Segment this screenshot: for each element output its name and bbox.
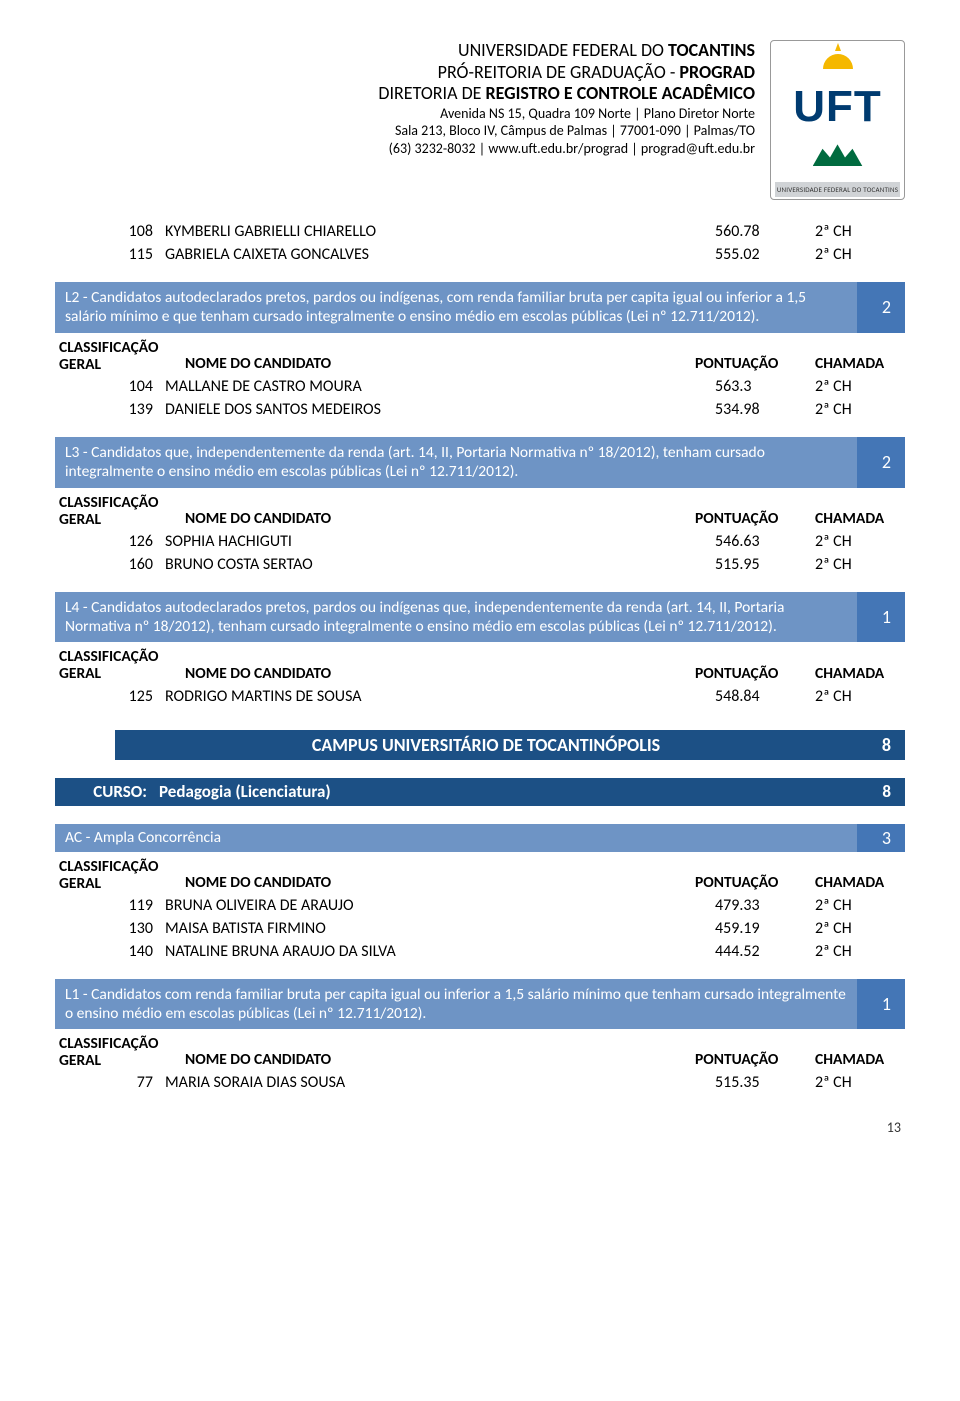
score: 563.3	[715, 377, 815, 396]
column-header: CLASSIFICAÇÃOGERAL NOME DO CANDIDATO PON…	[55, 490, 905, 530]
candidate-name: MAISA BATISTA FIRMINO	[165, 919, 715, 938]
score: 534.98	[715, 400, 815, 419]
logo-caption: UNIVERSIDADE FEDERAL DO TOCANTINS	[775, 182, 900, 197]
ac-category-bar: AC - Ampla Concorrência 3	[55, 824, 905, 852]
candidate-row: 119 BRUNA OLIVEIRA DE ARAUJO 479.33 2ª C…	[55, 894, 905, 917]
call: 2ª CH	[815, 555, 905, 574]
sun-icon	[810, 47, 865, 69]
campus-bar: CAMPUS UNIVERSITÁRIO DE TOCANTINÓPOLIS 8	[55, 730, 905, 760]
category-count: 2	[857, 437, 905, 488]
column-header: CLASSIFICAÇÃOGERAL NOME DO CANDIDATO PON…	[55, 1031, 905, 1071]
call: 2ª CH	[815, 1073, 905, 1092]
page-number: 13	[55, 1119, 905, 1136]
column-header: CLASSIFICAÇÃOGERAL NOME DO CANDIDATO PON…	[55, 335, 905, 375]
candidate-row: 130 MAISA BATISTA FIRMINO 459.19 2ª CH	[55, 917, 905, 940]
candidate-name: GABRIELA CAIXETA GONCALVES	[165, 245, 715, 264]
uft-logo: UFT UNIVERSIDADE FEDERAL DO TOCANTINS	[770, 40, 905, 200]
l1-count: 1	[857, 979, 905, 1030]
candidate-name: BRUNO COSTA SERTAO	[165, 555, 715, 574]
candidate-name: SOPHIA HACHIGUTI	[165, 532, 715, 551]
curso-count: 8	[857, 778, 905, 806]
score: 555.02	[715, 245, 815, 264]
call: 2ª CH	[815, 222, 905, 241]
top-rows-list: 108 KYMBERLI GABRIELLI CHIARELLO 560.78 …	[55, 220, 905, 266]
score: 548.84	[715, 687, 815, 706]
candidate-name: BRUNA OLIVEIRA DE ARAUJO	[165, 896, 715, 915]
ac-label: AC - Ampla Concorrência	[55, 824, 857, 852]
candidate-name: MALLANE DE CASTRO MOURA	[165, 377, 715, 396]
curso-label: CURSO:	[55, 778, 155, 806]
candidate-row: 77 MARIA SORAIA DIAS SOUSA 515.35 2ª CH	[55, 1071, 905, 1094]
score: 515.35	[715, 1073, 815, 1092]
rank: 140	[55, 942, 165, 961]
candidate-row: 160 BRUNO COSTA SERTAO 515.95 2ª CH	[55, 553, 905, 576]
call: 2ª CH	[815, 896, 905, 915]
rank: 125	[55, 687, 165, 706]
candidate-name: RODRIGO MARTINS DE SOUSA	[165, 687, 715, 706]
rank: 108	[55, 222, 165, 241]
candidate-row: 126 SOPHIA HACHIGUTI 546.63 2ª CH	[55, 530, 905, 553]
candidate-row: 104 MALLANE DE CASTRO MOURA 563.3 2ª CH	[55, 375, 905, 398]
rank: 130	[55, 919, 165, 938]
candidate-name: NATALINE BRUNA ARAUJO DA SILVA	[165, 942, 715, 961]
institution-text: UNIVERSIDADE FEDERAL DO TOCANTINS PRÓ-RE…	[55, 40, 755, 200]
candidate-row: 140 NATALINE BRUNA ARAUJO DA SILVA 444.5…	[55, 940, 905, 963]
l1-rows-list: 77 MARIA SORAIA DIAS SOUSA 515.35 2ª CH	[55, 1071, 905, 1094]
category-bar: L3 - Candidatos que, independentemente d…	[55, 437, 905, 488]
category-count: 1	[857, 592, 905, 643]
campus-title: CAMPUS UNIVERSITÁRIO DE TOCANTINÓPOLIS	[115, 730, 857, 760]
curso-name: Pedagogia (Licenciatura)	[155, 778, 857, 806]
call: 2ª CH	[815, 400, 905, 419]
call: 2ª CH	[815, 532, 905, 551]
category-sections: L2 - Candidatos autodeclarados pretos, p…	[55, 282, 905, 708]
campus-count: 8	[857, 730, 905, 760]
category-label: L2 - Candidatos autodeclarados pretos, p…	[55, 282, 857, 333]
call: 2ª CH	[815, 919, 905, 938]
candidate-row: 115 GABRIELA CAIXETA GONCALVES 555.02 2ª…	[55, 243, 905, 266]
candidate-name: DANIELE DOS SANTOS MEDEIROS	[165, 400, 715, 419]
rank: 119	[55, 896, 165, 915]
candidate-row: 125 RODRIGO MARTINS DE SOUSA 548.84 2ª C…	[55, 685, 905, 708]
ac-rows-list: 119 BRUNA OLIVEIRA DE ARAUJO 479.33 2ª C…	[55, 894, 905, 963]
score: 546.63	[715, 532, 815, 551]
palm-icon	[813, 144, 863, 166]
score: 515.95	[715, 555, 815, 574]
candidate-row: 139 DANIELE DOS SANTOS MEDEIROS 534.98 2…	[55, 398, 905, 421]
column-header: CLASSIFICAÇÃOGERAL NOME DO CANDIDATO PON…	[55, 644, 905, 684]
l1-category-bar: L1 - Candidatos com renda familiar bruta…	[55, 979, 905, 1030]
candidate-name: KYMBERLI GABRIELLI CHIARELLO	[165, 222, 715, 241]
rank: 126	[55, 532, 165, 551]
score: 479.33	[715, 896, 815, 915]
column-header: CLASSIFICAÇÃOGERAL NOME DO CANDIDATO PON…	[55, 854, 905, 894]
category-label: L3 - Candidatos que, independentemente d…	[55, 437, 857, 488]
score: 560.78	[715, 222, 815, 241]
logo-text: UFT	[793, 85, 882, 129]
curso-bar: CURSO: Pedagogia (Licenciatura) 8	[55, 778, 905, 806]
rank: 160	[55, 555, 165, 574]
ac-count: 3	[857, 824, 905, 852]
call: 2ª CH	[815, 687, 905, 706]
score: 444.52	[715, 942, 815, 961]
rank: 104	[55, 377, 165, 396]
category-count: 2	[857, 282, 905, 333]
call: 2ª CH	[815, 377, 905, 396]
rank: 139	[55, 400, 165, 419]
rank: 115	[55, 245, 165, 264]
candidate-row: 108 KYMBERLI GABRIELLI CHIARELLO 560.78 …	[55, 220, 905, 243]
candidate-name: MARIA SORAIA DIAS SOUSA	[165, 1073, 715, 1092]
l1-label: L1 - Candidatos com renda familiar bruta…	[55, 979, 857, 1030]
call: 2ª CH	[815, 245, 905, 264]
category-label: L4 - Candidatos autodeclarados pretos, p…	[55, 592, 857, 643]
category-bar: L2 - Candidatos autodeclarados pretos, p…	[55, 282, 905, 333]
letterhead: UNIVERSIDADE FEDERAL DO TOCANTINS PRÓ-RE…	[55, 40, 905, 200]
score: 459.19	[715, 919, 815, 938]
category-bar: L4 - Candidatos autodeclarados pretos, p…	[55, 592, 905, 643]
call: 2ª CH	[815, 942, 905, 961]
rank: 77	[55, 1073, 165, 1092]
